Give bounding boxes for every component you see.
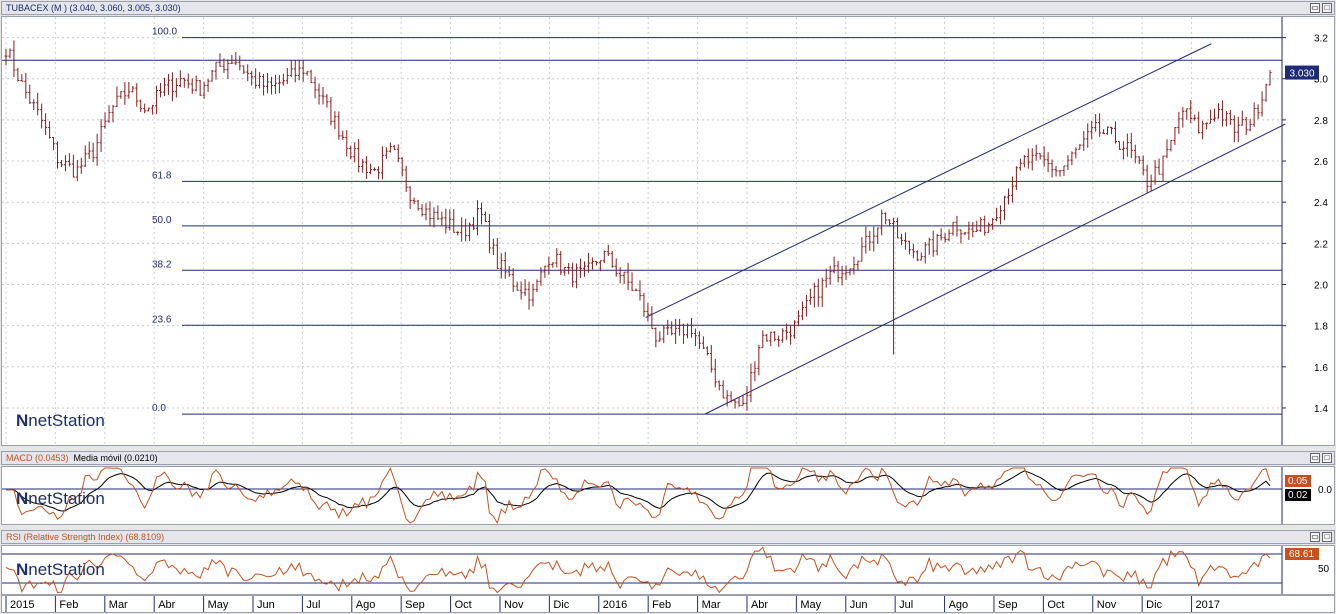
- time-tick-label: Mar: [702, 599, 721, 611]
- fib-level-label: 50.0: [152, 215, 172, 226]
- maximize-icon[interactable]: □: [1322, 532, 1332, 542]
- maximize-icon[interactable]: □: [1322, 453, 1332, 463]
- time-tick-label: Dic: [1146, 599, 1162, 611]
- macd-value-text: 0.05: [1288, 476, 1308, 487]
- time-tick-label: 2017: [1196, 599, 1220, 611]
- time-tick-label: Sep: [405, 599, 425, 611]
- time-tick-label: Ago: [356, 599, 376, 611]
- channel-upper-line: [645, 43, 1212, 318]
- time-tick-label: Nov: [1097, 599, 1117, 611]
- price-tick-label: 2.8: [1314, 116, 1328, 127]
- netstation-logo-rsi: NnetStation: [16, 560, 105, 579]
- last-price-badge: [1285, 65, 1319, 80]
- fib-level-label: 38.2: [152, 259, 172, 270]
- main-panel-titlebar: TUBACEX (M ) (3.040, 3.060, 3.005, 3.030…: [1, 1, 1335, 15]
- macd-signal-line: [6, 470, 1271, 512]
- time-tick-label: Abr: [158, 599, 175, 611]
- price-tick-label: 2.4: [1314, 198, 1328, 209]
- time-tick-label: Sep: [998, 599, 1018, 611]
- time-tick-label: Jul: [306, 599, 320, 611]
- price-tick-label: 1.4: [1314, 404, 1328, 415]
- rsi-line: [5, 546, 1271, 594]
- time-tick-label: Jul: [899, 599, 913, 611]
- macd-panel-titlebar: MACD (0.0453) Media móvil (0.0210) ▭ □: [1, 451, 1335, 465]
- macd-panel: 0.0 0.05 0.02 NnetStation: [1, 466, 1335, 525]
- time-tick-label: Dic: [553, 599, 569, 611]
- time-tick-label: 2015: [10, 599, 34, 611]
- time-tick-label: Feb: [59, 599, 78, 611]
- rsi-tick: 50: [1318, 564, 1330, 575]
- price-tick-label: 2.0: [1314, 281, 1328, 292]
- time-tick-label: Abr: [751, 599, 768, 611]
- macd-ma-label: Media móvil (0.0210): [73, 453, 158, 463]
- time-tick-label: Jun: [257, 599, 275, 611]
- netstation-logo-main: NnetStation: [16, 411, 105, 430]
- last-price-label: 3.030: [1289, 69, 1314, 80]
- price-chart[interactable]: 100.0 61.8 50.0 38.2 23.6 0.0 3.2 3.0 2.8 2.6 2.4…: [2, 17, 1334, 445]
- macd-title: MACD (0.0453): [6, 453, 69, 463]
- macd-value-badge: [1285, 475, 1311, 487]
- rsi-chart[interactable]: 68.61 50: [2, 546, 1334, 594]
- logo-icon: N: [16, 411, 29, 430]
- main-panel-title: TUBACEX (M ) (3.040, 3.060, 3.005, 3.030…: [6, 3, 181, 13]
- restore-icon[interactable]: ▭: [1310, 3, 1320, 13]
- time-tick-label: Mar: [109, 599, 128, 611]
- time-tick-label: Ago: [949, 599, 969, 611]
- time-axis-labels: 2015 Feb Mar Abr May Jun Jul Ago Sep Oct Nov Dic 201…: [5, 596, 1220, 612]
- fib-level-label: 100.0: [152, 27, 177, 38]
- price-tick-label: 2.6: [1314, 157, 1328, 168]
- price-tick-label: 1.6: [1314, 363, 1328, 374]
- logo-icon: N: [16, 560, 29, 579]
- restore-icon[interactable]: ▭: [1310, 532, 1320, 542]
- time-tick-label: May: [208, 599, 229, 611]
- price-tick-label: 3.2: [1314, 34, 1328, 45]
- main-panel: 100.0 61.8 50.0 38.2 23.6 0.0 3.2 3.0 2.8 2.6 2.4…: [1, 16, 1335, 446]
- macd-line: [6, 467, 1271, 524]
- price-tick-label: 3.0: [1314, 75, 1328, 86]
- fib-level-label: 0.0: [152, 403, 166, 414]
- macd-zero-tick: 0.0: [1318, 485, 1332, 496]
- price-tick-label: 1.8: [1314, 322, 1328, 333]
- price-tick-label: 2.2: [1314, 239, 1328, 250]
- rsi-panel: 68.61 50 NnetStation: [1, 545, 1335, 595]
- logo-icon: N: [16, 489, 29, 508]
- maximize-icon[interactable]: □: [1322, 3, 1332, 13]
- macd-chart[interactable]: 0.0 0.05 0.02: [2, 467, 1334, 524]
- time-tick-label: Nov: [504, 599, 524, 611]
- fib-level-label: 23.6: [152, 314, 172, 325]
- time-tick-label: 2016: [603, 599, 627, 611]
- channel-lower-line: [704, 123, 1286, 415]
- rsi-value-text: 68.61: [1289, 549, 1314, 560]
- time-tick-label: Jun: [850, 599, 868, 611]
- fib-level-label: 61.8: [152, 170, 172, 181]
- time-tick-label: Oct: [455, 599, 472, 611]
- rsi-title: RSI (Relative Strength Index) (68.8109): [6, 532, 165, 542]
- netstation-logo-macd: NnetStation: [16, 489, 105, 508]
- time-tick-label: May: [800, 599, 821, 611]
- time-axis: 2015 Feb Mar Abr May Jun Jul Ago Sep Oct Nov Dic 201…: [1, 595, 1335, 613]
- time-tick-label: Oct: [1047, 599, 1064, 611]
- rsi-panel-titlebar: RSI (Relative Strength Index) (68.8109) …: [1, 530, 1335, 544]
- time-tick-label: Feb: [652, 599, 671, 611]
- restore-icon[interactable]: ▭: [1310, 453, 1320, 463]
- signal-value-text: 0.02: [1288, 490, 1308, 501]
- signal-value-badge: [1285, 489, 1311, 501]
- rsi-value-badge: [1285, 548, 1319, 560]
